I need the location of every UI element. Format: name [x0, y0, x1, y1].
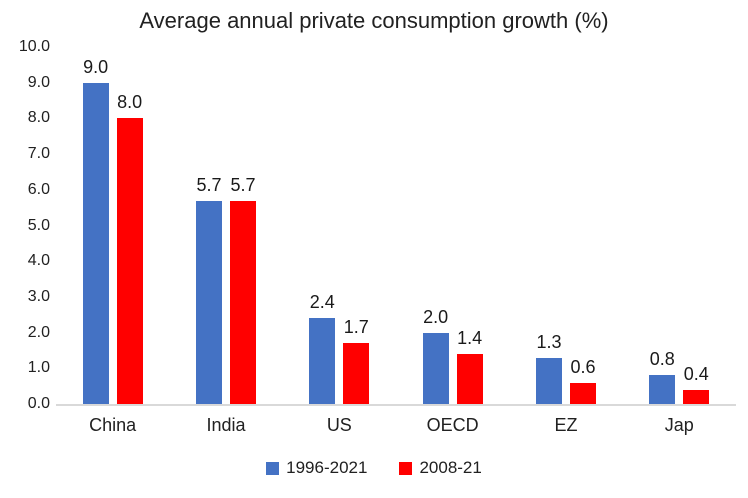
- y-tick-label: 0.0: [27, 395, 50, 412]
- y-tick-label: 8.0: [27, 109, 50, 127]
- bar-1996-2021: [82, 83, 109, 404]
- bar-column: 5.7: [195, 47, 222, 404]
- y-tick-label: 10.0: [18, 38, 50, 55]
- legend-item-1996-2021: 1996-2021: [266, 458, 367, 478]
- bar-value-label: 5.7: [196, 175, 222, 195]
- bar-column: 1.4: [456, 47, 483, 404]
- y-tick-label: 5.0: [27, 216, 50, 234]
- bar-value-label: 0.4: [683, 364, 709, 384]
- bar-value-label: 8.0: [117, 92, 143, 112]
- bar-2008-21: [116, 118, 143, 404]
- bar-1996-2021: [422, 333, 449, 404]
- legend-swatch-icon: [266, 461, 280, 475]
- y-tick-label: 2.0: [27, 323, 50, 341]
- bar-group-ez: 1.3 0.6: [509, 47, 622, 404]
- bar-column: 8.0: [116, 47, 143, 404]
- y-tick-label: 3.0: [27, 287, 50, 305]
- bar-value-label: 0.6: [570, 357, 596, 377]
- bar-value-label: 9.0: [83, 57, 109, 77]
- x-category-label-ez: EZ: [554, 415, 578, 435]
- chart-title: Average annual private consumption growt…: [139, 8, 609, 33]
- bar-group-us: 2.4 1.7: [283, 47, 396, 404]
- bar-1996-2021: [309, 318, 336, 404]
- legend: 1996-2021 2008-21: [0, 458, 748, 478]
- bar-group-india: 5.7 5.7: [169, 47, 282, 404]
- bar-2008-21: [683, 390, 710, 404]
- bar-1996-2021: [535, 358, 562, 404]
- bar-column: 1.7: [343, 47, 370, 404]
- y-axis: 10.0 9.0 8.0 7.0 6.0 5.0 4.0 3.0 2.0 1.0 0.0: [0, 0, 50, 498]
- bar-1996-2021: [649, 375, 676, 404]
- bar-value-label: 1.3: [536, 332, 562, 352]
- bar-group-oecd: 2.0 1.4: [396, 47, 509, 404]
- bar-2008-21: [456, 354, 483, 404]
- legend-item-2008-21: 2008-21: [399, 458, 482, 478]
- bar-value-label: 5.7: [230, 175, 256, 195]
- y-tick-label: 4.0: [27, 252, 50, 270]
- bar-2008-21: [569, 383, 596, 404]
- y-tick-label: 1.0: [27, 359, 50, 377]
- bar-value-label: 2.4: [309, 292, 335, 312]
- bar-group-china: 9.0 8.0: [56, 47, 169, 404]
- bar-column: 0.8: [649, 47, 676, 404]
- bar-value-label: 2.0: [423, 307, 449, 327]
- x-category-label-china: China: [89, 415, 137, 435]
- x-category-label-oecd: OECD: [426, 415, 479, 435]
- bar-group-jap: 0.8 0.4: [623, 47, 736, 404]
- bar-value-label: 1.4: [457, 328, 483, 348]
- bar-column: 0.6: [569, 47, 596, 404]
- bar-column: 2.0: [422, 47, 449, 404]
- y-tick-label: 6.0: [27, 180, 50, 198]
- y-tick-label: 7.0: [27, 145, 50, 163]
- legend-swatch-icon: [399, 461, 413, 475]
- bar-column: 9.0: [82, 47, 109, 404]
- bar-2008-21: [229, 201, 256, 404]
- x-category-label-jap: Jap: [664, 415, 694, 435]
- legend-label: 1996-2021: [286, 458, 368, 477]
- bar-2008-21: [343, 343, 370, 404]
- legend-label: 2008-21: [419, 458, 482, 477]
- y-tick-label: 9.0: [27, 73, 50, 91]
- plot-area: 9.0 8.0 5.7 5.7 2.4 1.7 2.0 1.4 1.3 0.6 0.8 0.4: [56, 47, 736, 406]
- bar-value-label: 0.8: [649, 349, 675, 369]
- bar-value-label: 1.7: [343, 317, 369, 337]
- bar-1996-2021: [195, 201, 222, 404]
- x-axis: China India US OECD EZ Jap: [56, 415, 736, 436]
- bar-column: 2.4: [309, 47, 336, 404]
- bar-column: 5.7: [229, 47, 256, 404]
- bar-column: 1.3: [535, 47, 562, 404]
- x-category-label-india: India: [206, 415, 246, 435]
- bar-column: 0.4: [683, 47, 710, 404]
- x-category-label-us: US: [326, 415, 352, 435]
